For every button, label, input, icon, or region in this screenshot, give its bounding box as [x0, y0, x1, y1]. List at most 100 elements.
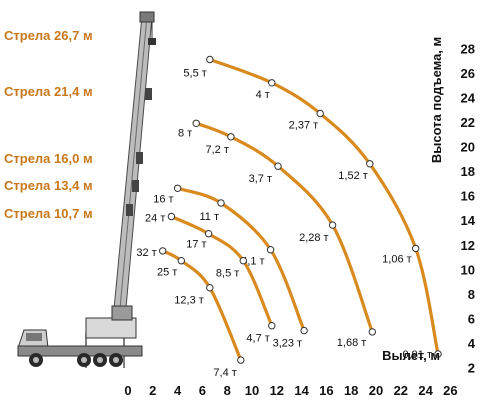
y-tick-label: 4: [468, 336, 476, 351]
hook-marker-13: [132, 180, 139, 192]
truck-cab-window: [26, 333, 42, 341]
load-point: [192, 119, 200, 128]
boom-length-labels: Стрела 26,7 м Стрела 21,4 м Стрела 16,0 м С…: [4, 28, 93, 221]
wheel: [113, 357, 119, 363]
hook-marker-10: [126, 204, 133, 216]
y-tick-label: 2: [468, 361, 475, 376]
boom-curve: [169, 214, 274, 328]
wheel: [97, 357, 103, 363]
x-tick-label: 22: [394, 383, 408, 398]
load-capacity-label: 3,7 т: [249, 173, 272, 185]
x-axis-title: Вылет, м: [382, 348, 440, 363]
y-tick-label: 28: [461, 41, 475, 56]
boom-curve: [208, 57, 440, 356]
load-capacity-label: 8,5 т: [216, 268, 239, 280]
x-tick-label: 8: [224, 383, 231, 398]
crane-truck-illustration: [17, 11, 156, 368]
boom-curve: [176, 186, 306, 333]
y-tick-label: 16: [461, 189, 475, 204]
boom-curve: [161, 249, 243, 362]
y-tick-label: 20: [461, 140, 475, 155]
wheel: [81, 357, 87, 363]
hook-marker-21: [145, 88, 152, 100]
hook-block: [148, 38, 156, 45]
load-point: [217, 199, 225, 207]
load-capacity-label: 5,5 т: [183, 68, 206, 80]
load-point: [167, 212, 176, 221]
load-capacity-label: 8 т: [178, 127, 192, 139]
y-axis-title: Высота подъема, м: [429, 37, 444, 163]
y-tick-label: 8: [468, 287, 475, 302]
boom-length-label: Стрела 26,7 м: [4, 28, 93, 43]
crane-superstructure: [85, 317, 137, 339]
load-point: [237, 356, 245, 364]
load-capacity-label: 7,2 т: [206, 144, 229, 156]
load-point: [412, 244, 420, 253]
load-capacity-label: 3,23 т: [273, 338, 303, 350]
y-tick-label: 6: [468, 311, 475, 326]
load-capacity-label: 25 т: [157, 267, 177, 279]
load-capacity-label: 0,91 т: [402, 349, 432, 361]
y-tick-label: 18: [461, 164, 475, 179]
y-tick-label: 24: [461, 91, 476, 106]
load-point: [268, 322, 276, 330]
x-tick-label: 0: [124, 383, 131, 398]
load-point: [316, 109, 324, 118]
load-point: [434, 350, 442, 358]
load-point: [206, 284, 214, 292]
load-capacity-label: 4,7 т: [246, 333, 269, 345]
y-tick-label: 26: [461, 66, 475, 81]
load-point: [268, 79, 276, 87]
boom-length-label: Стрела 13,4 м: [4, 178, 93, 193]
operator-cab: [111, 305, 133, 321]
load-capacity-label: 11 т: [199, 211, 219, 223]
y-tick-label: 10: [461, 262, 475, 277]
x-tick-label: 2: [149, 383, 156, 398]
load-point: [204, 230, 213, 238]
x-axis-ticks: 0 2 4 6 8 10 12 14 16 18 20 22 24 26: [124, 383, 457, 398]
load-capacity-label: 32 т: [136, 247, 156, 259]
load-curves: 5,5 т 4 т 2,37 т 1,52 т 1,06 т 0,91 т 8 т 7,2 т…: [136, 55, 442, 379]
x-tick-label: 18: [344, 383, 358, 398]
x-tick-label: 24: [418, 383, 433, 398]
load-capacity-label: 24 т: [145, 213, 165, 225]
load-capacity-label: 7,4 т: [213, 367, 236, 379]
load-point: [328, 221, 337, 229]
load-capacity-label: 1,06 т: [382, 253, 412, 265]
load-point: [173, 184, 182, 193]
boom-length-label: Стрела 16,0 м: [4, 151, 93, 166]
load-point: [227, 133, 235, 141]
x-tick-label: 16: [319, 383, 333, 398]
boom-head: [139, 11, 155, 23]
load-capacity-label: 1,52 т: [338, 170, 368, 182]
wheel: [33, 357, 39, 363]
x-tick-label: 12: [270, 383, 284, 398]
x-tick-label: 26: [443, 383, 457, 398]
y-tick-label: 12: [461, 238, 475, 253]
load-point: [159, 247, 167, 255]
crane-boom-edge: [117, 15, 148, 331]
load-capacity-label: 2,28 т: [299, 232, 329, 244]
load-point: [177, 257, 186, 265]
x-tick-label: 6: [199, 383, 206, 398]
x-tick-label: 14: [294, 383, 309, 398]
load-point: [266, 246, 275, 254]
boom-curve: [194, 121, 374, 334]
load-capacity-label: 4 т: [256, 89, 270, 101]
load-point: [239, 257, 248, 265]
boom-length-label: Стрела 10,7 м: [4, 206, 93, 221]
load-capacity-label: 12,3 т: [174, 295, 204, 307]
y-tick-label: 14: [461, 213, 476, 228]
y-tick-label: 22: [461, 115, 475, 130]
boom-length-label: Стрела 21,4 м: [4, 84, 93, 99]
load-capacity-label: 2,37 т: [289, 120, 319, 132]
load-capacity-label: 1,68 т: [337, 337, 367, 349]
load-capacity-label: 16 т: [153, 193, 173, 205]
x-tick-label: 10: [245, 383, 259, 398]
load-capacity-label: 17 т: [186, 239, 206, 251]
load-point: [368, 328, 376, 336]
x-tick-label: 4: [174, 383, 182, 398]
load-point: [300, 326, 308, 335]
